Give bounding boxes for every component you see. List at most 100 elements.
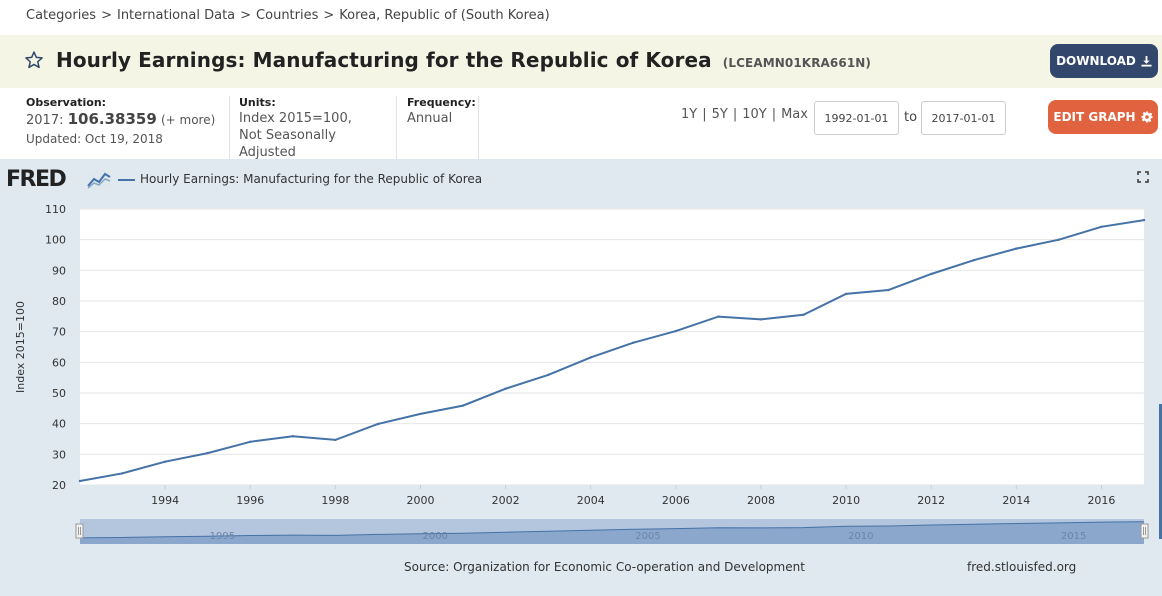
units-block: Units: Index 2015=100, Not Seasonally Ad… <box>229 96 396 160</box>
data-point <box>1100 225 1103 228</box>
x-tick-label: 2004 <box>577 494 605 507</box>
x-tick-label: 1994 <box>151 494 179 507</box>
observation-label: Observation: <box>26 96 107 109</box>
end-date-input[interactable] <box>921 101 1006 135</box>
breadcrumb-international-data[interactable]: International Data <box>116 8 236 23</box>
data-point <box>887 288 890 292</box>
x-tick-label: 2006 <box>662 494 690 507</box>
download-label: DOWNLOAD <box>1056 54 1136 68</box>
data-point <box>249 440 252 443</box>
data-point <box>759 318 763 321</box>
start-date-input[interactable] <box>814 101 899 135</box>
plot-background <box>80 209 1144 485</box>
observation-period: 2017: <box>26 113 64 128</box>
y-tick-labels: 20 30 40 50 60 70 80 90 100 110 <box>45 203 66 492</box>
y-tick-label: 70 <box>52 326 66 339</box>
download-button[interactable]: DOWNLOAD <box>1050 44 1158 78</box>
data-point <box>376 422 380 426</box>
grid-lines <box>80 208 1144 486</box>
x-tick-label: 1998 <box>321 494 349 507</box>
fred-logo: FRED <box>6 167 67 192</box>
title-bar: Hourly Earnings: Manufacturing for the R… <box>0 35 1162 88</box>
y-tick-label: 100 <box>45 234 66 247</box>
x-tick-label: 2002 <box>492 494 520 507</box>
graph-area: FRED Hourly Earnings: Manufacturing for … <box>0 159 1162 596</box>
range-navigator[interactable]: 1995 2000 2005 2010 2015 <box>75 519 1149 544</box>
data-point <box>1142 218 1146 222</box>
y-tick-label: 20 <box>52 479 66 492</box>
range-10y[interactable]: 10Y <box>742 107 767 122</box>
data-point <box>1057 238 1061 241</box>
data-point <box>844 292 848 296</box>
breadcrumb-countries[interactable]: Countries <box>256 8 319 23</box>
y-axis-title: Index 2015=100 <box>14 301 27 393</box>
navigator-line <box>79 521 1145 539</box>
data-point <box>717 315 720 318</box>
y-tick-label: 60 <box>52 356 66 369</box>
breadcrumb-categories[interactable]: Categories <box>26 8 97 23</box>
y-tick-label: 40 <box>52 418 66 431</box>
navigator-label: 2010 <box>848 531 873 542</box>
navigator-handle-right[interactable] <box>1140 523 1149 539</box>
x-tick-label: 2016 <box>1087 494 1115 507</box>
x-tick-label: 2000 <box>406 494 434 507</box>
range-1y[interactable]: 1Y <box>681 107 698 122</box>
star-icon[interactable] <box>24 50 44 70</box>
range-separator: | <box>702 107 707 122</box>
download-icon <box>1141 55 1152 67</box>
data-point <box>78 479 82 483</box>
range-max[interactable]: Max <box>781 107 808 122</box>
data-point <box>632 341 635 344</box>
breadcrumb-separator: > <box>240 8 252 23</box>
x-tick-label: 1996 <box>236 494 264 507</box>
frequency-label: Frequency: <box>407 96 476 109</box>
breadcrumb-separator: > <box>101 8 112 23</box>
updated-date: Updated: Oct 19, 2018 <box>26 132 163 146</box>
range-selector: 1Y | 5Y | 10Y | Max <box>681 107 808 122</box>
data-point <box>547 373 550 377</box>
data-point <box>163 460 167 463</box>
breadcrumb-separator: > <box>323 8 335 23</box>
fullscreen-icon[interactable] <box>1137 171 1149 183</box>
data-point <box>589 356 592 359</box>
data-point <box>419 412 422 416</box>
legend-label: Hourly Earnings: Manufacturing for the R… <box>140 172 483 186</box>
observation-block: Observation: 2017: 106.38359 (+ more) Up… <box>26 96 228 159</box>
y-tick-label: 110 <box>45 203 66 216</box>
navigator-labels: 1995 2000 2005 2010 2015 <box>210 531 1087 542</box>
series-meta: Observation: 2017: 106.38359 (+ more) Up… <box>0 88 1162 160</box>
units-value-line2: Not Seasonally Adjusted <box>239 128 336 160</box>
y-tick-label: 90 <box>52 264 66 277</box>
data-point <box>121 472 124 475</box>
navigator-label: 1995 <box>210 531 235 542</box>
data-points <box>78 218 1146 483</box>
range-5y[interactable]: 5Y <box>711 107 728 122</box>
navigator-area <box>80 521 1144 544</box>
line-chart: 20 30 40 50 60 70 80 90 100 110 1994 1996 1998 2000 2… <box>14 203 1162 544</box>
gear-icon <box>1141 111 1153 123</box>
observation-value: 106.38359 <box>67 110 157 128</box>
navigator-label: 2000 <box>422 531 447 542</box>
series-line <box>79 219 1145 482</box>
breadcrumb-korea[interactable]: Korea, Republic of (South Korea) <box>339 8 550 23</box>
navigator-handle-left[interactable] <box>75 523 84 539</box>
data-point <box>504 387 507 390</box>
site-link[interactable]: fred.stlouisfed.org <box>967 560 1077 574</box>
page-title: Hourly Earnings: Manufacturing for the R… <box>56 48 871 72</box>
y-tick-label: 30 <box>52 448 66 461</box>
y-tick-label: 80 <box>52 295 66 308</box>
navigator-label: 2005 <box>635 531 660 542</box>
legend-line-swatch <box>118 179 135 181</box>
range-separator: | <box>771 107 777 122</box>
graph-scrollbar[interactable] <box>1159 404 1162 539</box>
units-value-line1: Index 2015=100, <box>239 111 352 126</box>
range-separator: | <box>732 107 738 122</box>
series-id: (LCEAMN01KRA661N) <box>722 56 872 70</box>
observation-more-link[interactable]: (+ more) <box>160 113 216 127</box>
units-label: Units: <box>239 96 276 109</box>
data-point <box>461 404 465 407</box>
data-point <box>972 259 975 262</box>
data-point <box>1015 247 1018 250</box>
edit-graph-button[interactable]: EDIT GRAPH <box>1048 100 1158 134</box>
data-point <box>930 272 933 276</box>
